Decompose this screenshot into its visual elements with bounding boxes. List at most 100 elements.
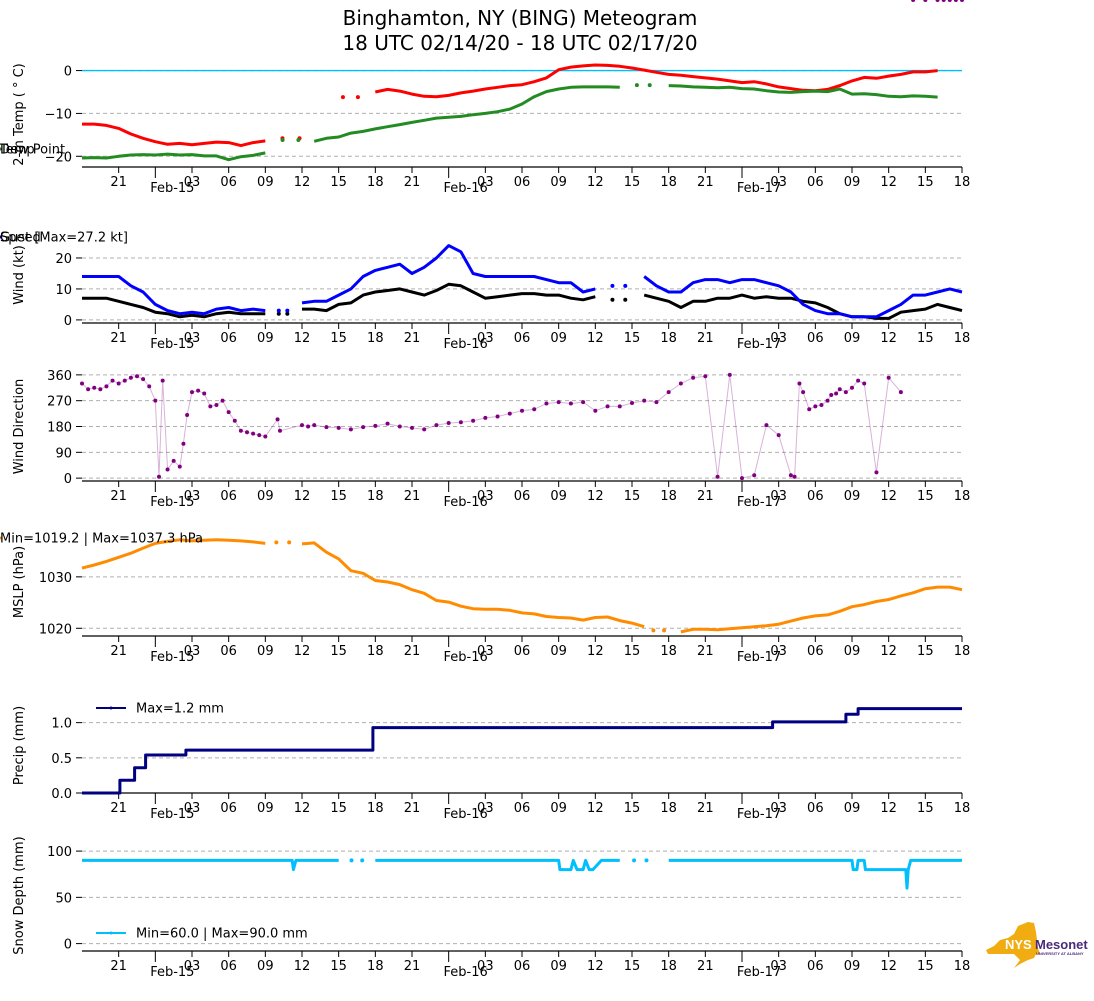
xtick-date-label: Feb-17 (737, 495, 781, 510)
data-point-wdir (520, 408, 524, 413)
xtick-date-label: Feb-15 (150, 181, 194, 196)
data-point-wdir (98, 387, 103, 392)
y-axis-label-wdir: Wind Direction (12, 379, 27, 475)
xtick-hour-label: 15 (624, 175, 641, 190)
data-point-wdir (740, 476, 744, 481)
xtick-hour-label: 03 (770, 489, 787, 504)
xtick-hour-label: 06 (514, 175, 531, 190)
ytick-label: 0 (64, 314, 72, 329)
xtick-hour-label: 03 (477, 801, 494, 816)
xtick-hour-label: 06 (514, 644, 531, 659)
y-axis-label-wind: Wind (kt) (12, 245, 27, 305)
xtick-date-label: Feb-15 (150, 965, 194, 980)
series-point-wind (285, 311, 290, 316)
xtick-hour-label: 06 (807, 331, 824, 346)
xtick-hour-label: 15 (917, 959, 934, 974)
ytick-label: 360 (47, 369, 72, 384)
xtick-hour-label: 06 (514, 331, 531, 346)
data-point-wdir (471, 418, 476, 423)
data-point-wdir (226, 410, 231, 415)
xtick-hour-label: 06 (220, 175, 237, 190)
legend-swatch-marker (0, 536, 2, 540)
series-point-snow (349, 858, 354, 863)
xtick-hour-label: 06 (220, 644, 237, 659)
xtick-hour-label: 09 (550, 489, 567, 504)
data-point-wdir (202, 391, 207, 396)
ytick-label: 0.0 (51, 787, 72, 802)
xtick-hour-label: 15 (330, 959, 347, 974)
xtick-hour-label: 09 (550, 175, 567, 190)
xtick-hour-label: 12 (294, 331, 311, 346)
series-point-wind (276, 308, 281, 313)
data-point-wdir (507, 411, 512, 416)
ytick-label: 0 (64, 472, 72, 487)
xtick-hour-label: 09 (550, 959, 567, 974)
xtick-hour-label: 21 (697, 331, 714, 346)
xtick-hour-label: 18 (367, 331, 384, 346)
xtick-hour-label: 21 (697, 644, 714, 659)
xtick-hour-label: 12 (587, 959, 604, 974)
logo-nys-text: NYS (1005, 937, 1032, 952)
nys-mesonet-logo-svg: NYS Mesonet UNIVERSITY AT ALBANY (986, 922, 1088, 968)
series-point-temp (647, 83, 652, 88)
xtick-hour-label: 06 (220, 959, 237, 974)
xtick-hour-label: 12 (294, 644, 311, 659)
xtick-hour-label: 21 (404, 175, 421, 190)
data-point-wdir (122, 378, 127, 383)
data-point-wdir (556, 400, 561, 405)
xtick-hour-label: 15 (330, 489, 347, 504)
xtick-hour-label: 21 (110, 175, 127, 190)
xtick-hour-label: 15 (624, 489, 641, 504)
data-point-wdir (116, 381, 121, 386)
xtick-hour-label: 21 (110, 644, 127, 659)
data-point-wdir (80, 381, 84, 386)
xtick-hour-label: 03 (477, 489, 494, 504)
series-line-temp-0 (82, 63, 938, 148)
xtick-date-label: Feb-17 (737, 807, 781, 822)
legend-label: Gust [Max=27.2 kt] (0, 231, 128, 246)
data-point-wdir (312, 423, 317, 428)
xtick-hour-label: 09 (257, 801, 274, 816)
xtick-hour-label: 12 (587, 801, 604, 816)
data-point-wdir (306, 424, 311, 429)
xtick-hour-label: 15 (330, 644, 347, 659)
xtick-date-label: Feb-17 (737, 650, 781, 665)
xtick-hour-label: 06 (807, 801, 824, 816)
xtick-hour-label: 18 (660, 489, 677, 504)
xtick-hour-label: 21 (404, 489, 421, 504)
xtick-hour-label: 03 (477, 331, 494, 346)
legend-mslp: Min=1019.2 | Max=1037.3 hPa (0, 532, 203, 547)
xtick-hour-label: 18 (954, 959, 971, 974)
xtick-hour-label: 09 (257, 175, 274, 190)
xtick-hour-label: 18 (660, 959, 677, 974)
series-point-snow (632, 858, 637, 863)
legend-label: Speed (0, 231, 41, 246)
xtick-hour-label: 12 (294, 801, 311, 816)
xtick-date-label: Feb-17 (737, 337, 781, 352)
xtick-hour-label: 18 (954, 175, 971, 190)
data-point-wdir (153, 398, 158, 403)
xtick-hour-label: 15 (917, 175, 934, 190)
data-point-wdir (324, 425, 329, 430)
data-point-wdir (86, 387, 91, 392)
series-line-wind-1 (82, 244, 963, 319)
data-point-wdir (208, 404, 213, 409)
xtick-hour-label: 06 (220, 801, 237, 816)
chart-title-line2: 18 UTC 02/14/20 - 18 UTC 02/17/20 (342, 31, 698, 55)
data-point-wdir (752, 473, 757, 478)
legend-snow: Min=60.0 | Max=90.0 mm (96, 927, 308, 942)
ytick-label: 10 (55, 283, 72, 298)
xtick-hour-label: 21 (110, 959, 127, 974)
data-point-wdir (181, 441, 186, 446)
data-point-wdir (278, 428, 282, 433)
series-line-mslp-0 (81, 538, 963, 634)
data-point-wdir (257, 433, 262, 438)
data-point-wdir (483, 415, 488, 420)
series-point-wind (623, 283, 628, 288)
xtick-hour-label: 03 (477, 644, 494, 659)
xtick-hour-label: 06 (807, 644, 824, 659)
xtick-hour-label: 12 (880, 959, 897, 974)
